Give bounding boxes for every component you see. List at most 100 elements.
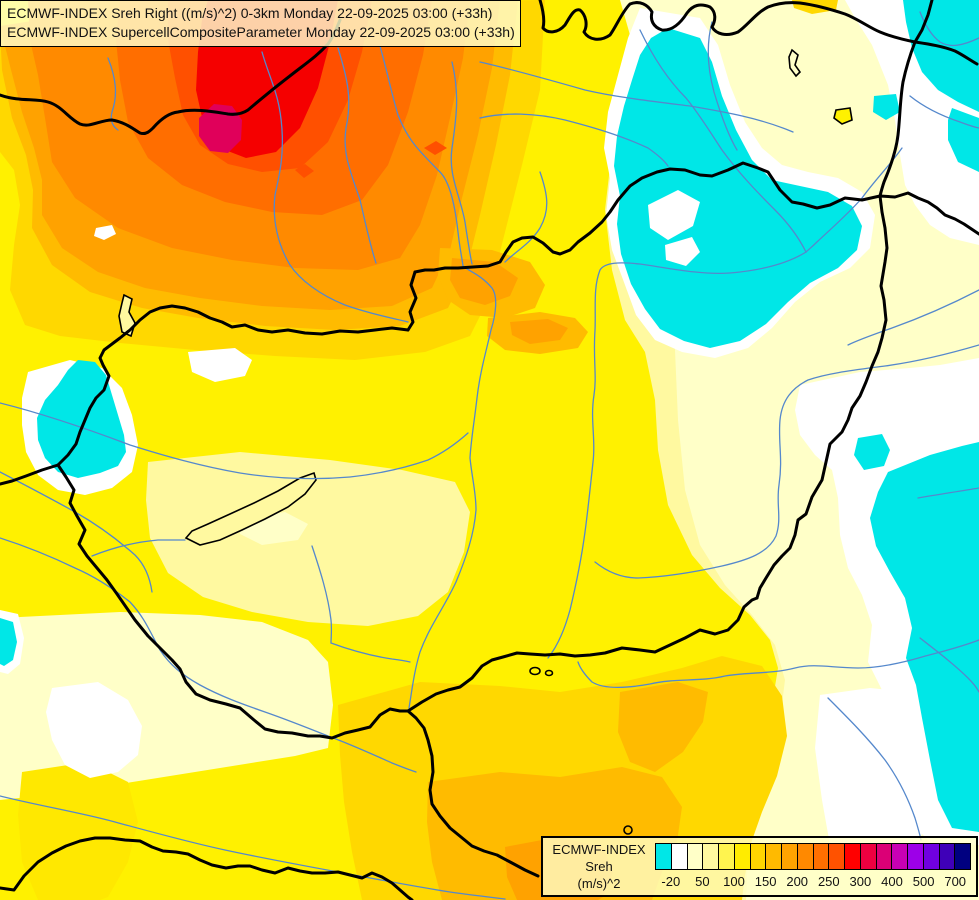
lake-small-south bbox=[623, 825, 633, 835]
legend-swatch-18 bbox=[938, 843, 956, 870]
legend-swatch-8 bbox=[781, 843, 798, 870]
legend-parameter: Sreh bbox=[585, 859, 613, 874]
river-se-2 bbox=[827, 697, 922, 841]
border-sk-ua bbox=[878, 40, 917, 198]
region-red-spot-1 bbox=[295, 164, 314, 178]
region-cyan-corner-sliver bbox=[0, 618, 17, 666]
legend-tick-labels: -20 50 100 150 200 250 300 400 500 700 bbox=[655, 874, 971, 892]
region-danube-orange-tongue bbox=[450, 258, 518, 305]
river-top-2 bbox=[479, 113, 669, 167]
river-east-1 bbox=[847, 289, 979, 346]
river-east-2 bbox=[917, 487, 979, 499]
river-sio bbox=[311, 545, 411, 663]
river-morava bbox=[261, 51, 409, 323]
legend-tick-250: 250 bbox=[817, 874, 840, 889]
legend-colorbar bbox=[655, 843, 971, 870]
region-white-southwest-patch bbox=[46, 682, 142, 778]
legend-tick-700: 700 bbox=[944, 874, 967, 889]
legend-swatch-16 bbox=[907, 843, 924, 870]
region-cyan-small-east bbox=[854, 434, 890, 470]
border-at-hu bbox=[56, 304, 410, 467]
legend-swatch-13 bbox=[859, 843, 877, 870]
region-cyan-small-ne bbox=[873, 94, 900, 120]
legend-model-name: ECMWF-INDEX bbox=[552, 842, 646, 857]
river-se-1 bbox=[919, 637, 979, 693]
river-hornad bbox=[707, 21, 738, 151]
legend-tick-400: 400 bbox=[881, 874, 903, 889]
border-at-sk bbox=[406, 270, 418, 332]
legend-tick-300: 300 bbox=[849, 874, 872, 889]
legend-tick-150: 150 bbox=[754, 874, 777, 889]
legend-swatch-4 bbox=[718, 843, 735, 870]
legend-tick-50: 50 bbox=[695, 874, 710, 889]
legend-swatch-10 bbox=[812, 843, 830, 870]
river-sava bbox=[0, 795, 506, 900]
legend-swatch-1 bbox=[670, 843, 688, 870]
legend-swatch-12 bbox=[844, 843, 861, 870]
legend-tick-100: 100 bbox=[723, 874, 745, 889]
lake-small-center-1 bbox=[529, 666, 541, 676]
legend-swatch-6 bbox=[749, 843, 767, 870]
region-cyan-northeast bbox=[614, 28, 862, 348]
lake-small-center-2 bbox=[544, 669, 554, 677]
border-hu-rs bbox=[406, 596, 759, 713]
title-line-1: ECMWF-INDEX Sreh Right ((m/s)^2) 0-3km M… bbox=[7, 5, 493, 21]
legend-box: ECMWF-INDEX Sreh (m/s)^2 -20 50 100 150 200 2… bbox=[541, 836, 978, 897]
border-at-si bbox=[0, 463, 60, 486]
region-white-hole-1 bbox=[648, 190, 700, 240]
border-hr-rs-danube bbox=[406, 709, 540, 878]
border-ua-spur-east bbox=[913, 40, 979, 66]
legend-swatch-9 bbox=[796, 843, 814, 870]
legend-tick--20: -20 bbox=[661, 874, 681, 889]
legend-swatch-19 bbox=[954, 843, 971, 870]
river-bodrog bbox=[639, 29, 807, 253]
region-white-southeast bbox=[815, 688, 940, 845]
legend-swatch-5 bbox=[733, 843, 751, 870]
lake-small-ne-1 bbox=[788, 48, 802, 78]
border-si-hr-hu bbox=[56, 463, 410, 740]
region-southwest-deepyellow bbox=[18, 762, 138, 900]
river-zala bbox=[91, 539, 186, 557]
border-cz-at-sk bbox=[0, 18, 342, 135]
legend-swatch-14 bbox=[875, 843, 893, 870]
river-ipoly bbox=[504, 171, 548, 263]
legend-tick-500: 500 bbox=[912, 874, 935, 889]
legend-swatch-17 bbox=[922, 843, 940, 870]
legend-unit: (m/s)^2 bbox=[577, 876, 621, 891]
rivers bbox=[0, 11, 979, 900]
river-mura bbox=[0, 471, 153, 593]
region-cyan-east-edge bbox=[870, 442, 979, 832]
legend-swatch-3 bbox=[702, 843, 719, 870]
river-tisza-upper bbox=[805, 147, 903, 253]
legend-tick-200: 200 bbox=[786, 874, 809, 889]
region-nw-crimson-core bbox=[199, 104, 242, 153]
legend-label: ECMWF-INDEX Sreh (m/s)^2 bbox=[547, 841, 651, 892]
region-red-spot-2 bbox=[424, 141, 447, 155]
border-ua-ro bbox=[878, 191, 979, 236]
river-maros bbox=[577, 639, 979, 689]
river-raba bbox=[0, 402, 469, 480]
river-ua-2 bbox=[909, 95, 979, 129]
region-white-mid-spot bbox=[188, 348, 252, 382]
region-south-amber-lobe bbox=[618, 682, 708, 772]
river-hron bbox=[450, 61, 473, 265]
river-drava bbox=[0, 537, 417, 773]
legend-swatch-15 bbox=[891, 843, 908, 870]
border-ua-spur-north bbox=[913, 0, 934, 44]
region-pale-balaton bbox=[146, 452, 470, 626]
border-sk-hu bbox=[413, 161, 882, 274]
river-vah bbox=[337, 47, 377, 264]
lake-small-ne-2 bbox=[833, 107, 853, 125]
legend-swatch-11 bbox=[828, 843, 845, 870]
region-white-small-spot bbox=[94, 225, 116, 240]
river-nw-1 bbox=[107, 57, 119, 131]
border-hr-ba-sava bbox=[0, 836, 414, 900]
title-line-2: ECMWF-INDEX SupercellCompositeParameter … bbox=[7, 24, 515, 40]
lake-neusiedl bbox=[118, 293, 136, 338]
legend-swatch-0 bbox=[655, 843, 672, 870]
region-center-orange-patch bbox=[510, 319, 568, 344]
lake-balaton bbox=[184, 471, 317, 546]
